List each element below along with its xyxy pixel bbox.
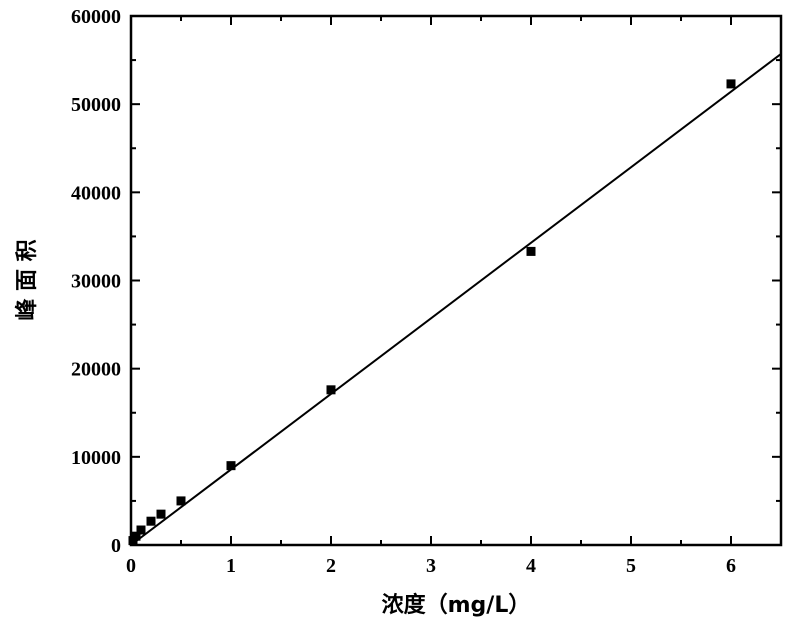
data-point [726,79,736,89]
y-tick-label: 20000 [71,359,121,381]
data-point [146,516,156,526]
data-point [176,496,186,506]
y-tick-label: 50000 [71,94,121,116]
x-tick-label: 5 [626,555,636,577]
fit-line-layer [130,53,782,546]
x-axis-ticks: 0 1 2 3 4 5 6 [126,16,736,577]
x-tick-label: 0 [126,555,136,577]
data-point [526,246,536,256]
data-point [131,531,141,541]
x-tick-label: 6 [726,555,736,577]
y-axis-ticks: 0 10000 20000 30000 40000 50000 60000 [71,6,781,557]
y-tick-label: 10000 [71,447,121,469]
data-point [136,525,146,535]
data-point [156,509,166,519]
x-tick-label: 1 [226,555,236,577]
data-point [226,461,236,471]
y-tick-label: 40000 [71,182,121,204]
data-point [326,385,336,395]
x-tick-label: 3 [426,555,436,577]
y-tick-label: 60000 [71,6,121,28]
x-tick-label: 2 [326,555,336,577]
fit-line [130,53,782,546]
y-tick-label: 0 [111,535,121,557]
y-tick-label: 30000 [71,271,121,293]
y-axis-title: 峰 面 积 [15,239,40,320]
data-points [128,79,736,546]
x-tick-label: 4 [526,555,536,577]
x-axis-title: 浓度（mg/L） [382,592,531,618]
